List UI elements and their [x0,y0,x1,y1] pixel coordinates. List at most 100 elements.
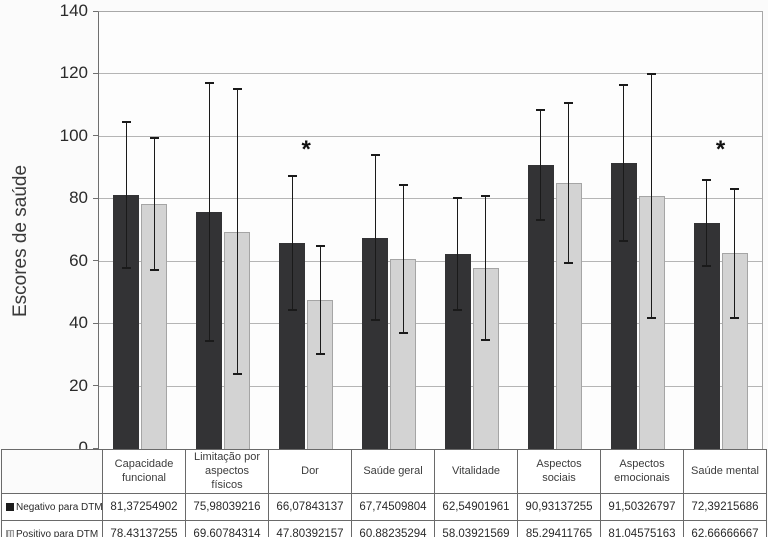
error-bar-line [485,197,487,339]
gridline-20 [99,385,762,387]
bar-positivo-para-dtm-aspectos-emocionais [638,72,665,449]
value-cell-positivo-para-dtm-saude-geral: 60,88235294 [351,520,435,537]
category-header-capacidade-funcional: Capacidade funcional [102,448,186,495]
bar-negativo-para-dtm-capacidade-funcional [113,121,140,449]
category-header-saude-mental: Saúde mental [683,448,767,495]
value-cell-negativo-para-dtm-limitacao-por-aspectos-fisicos: 75,98039216 [185,493,269,522]
significance-asterisk: * [715,136,726,163]
table-header: Capacidade funcional Limitação por aspect… [1,448,767,495]
bar-negativo-para-dtm-vitalidade [444,196,471,449]
legend-label: Positivo para DTM [16,528,99,537]
table-corner-cell [1,448,103,495]
value-cell-negativo-para-dtm-capacidade-funcional: 81,37254902 [102,493,186,522]
gridline-80 [99,198,762,200]
significance-asterisk: * [301,136,311,163]
category-header-aspectos-sociais: Aspectos sociais [517,448,601,495]
y-tick-label-0: 0 [78,438,88,457]
error-bar-line [291,176,293,309]
error-bar [121,121,131,269]
error-bar [149,137,159,272]
bar-positivo-para-dtm-limitacao-por-aspectos-fisicos [224,88,251,449]
error-bar-line [153,139,155,270]
error-bar [536,109,546,222]
error-bar-line [236,90,238,373]
error-bar-line [651,74,653,318]
bar-group-aspectos-sociais [513,12,596,449]
bar-group-dor: * [265,12,348,449]
bar-negativo-para-dtm-aspectos-emocionais [610,84,637,449]
bar-negativo-para-dtm-saude-mental [693,178,720,449]
error-bar-line [125,123,127,267]
bar-positivo-para-dtm-capacidade-funcional [141,137,168,449]
error-bar [453,196,463,311]
bar-group-vitalidade [431,12,514,449]
value-cell-positivo-para-dtm-saude-mental: 62,66666667 [683,520,767,537]
legend-cell-positivo-para-dtm: Positivo para DTM [1,520,103,537]
bar-groups: * * [99,12,762,449]
category-header-aspectos-emocionais: Aspectos emocionais [600,448,684,495]
gridline-60 [99,260,762,262]
category-header-limitacao-por-aspectos-fisicos: Limitação por aspectos físicos [185,448,269,495]
error-bar-line [734,190,736,317]
value-cell-positivo-para-dtm-vitalidade: 58,03921569 [434,520,518,537]
y-tick-mark-140 [93,10,98,12]
error-bar [398,183,408,335]
value-cell-negativo-para-dtm-dor: 66,07843137 [268,493,352,522]
error-bar [287,174,297,311]
bar-positivo-para-dtm-aspectos-sociais [555,101,582,449]
value-cell-positivo-para-dtm-capacidade-funcional: 78,43137255 [102,520,186,537]
y-axis: 0 20 40 60 80 100 120 140 [0,0,98,460]
error-bar [315,244,325,356]
bar-positivo-para-dtm-saude-geral [390,183,417,449]
bar-positivo-para-dtm-saude-mental [721,188,748,449]
error-bar [619,84,629,243]
y-tick-label-20: 20 [69,375,88,395]
bar-negativo-para-dtm-saude-geral [362,154,389,449]
value-cell-negativo-para-dtm-vitalidade: 62,54901961 [434,493,518,522]
legend-cell-negativo-para-dtm: Negativo para DTM [1,493,103,522]
bar-positivo-para-dtm-vitalidade [472,195,499,449]
bar-group-saude-mental: * [679,12,762,449]
value-cell-negativo-para-dtm-saude-geral: 67,74509804 [351,493,435,522]
bar-negativo-para-dtm-aspectos-sociais [527,109,554,449]
category-header-vitalidade: Vitalidade [434,448,518,495]
error-bar-line [540,111,542,220]
bar-negativo-para-dtm-dor [279,174,306,449]
error-bar [564,101,574,264]
value-cell-positivo-para-dtm-aspectos-emocionais: 81,04575163 [600,520,684,537]
data-table: Capacidade funcional Limitação por aspect… [1,448,767,537]
error-bar [204,82,214,342]
error-bar [370,154,380,321]
y-tick-mark-40 [93,322,98,324]
y-tick-mark-80 [93,197,98,199]
legend-label: Negativo para DTM [16,501,103,513]
plot-area: * * [98,11,763,450]
error-bar-line [208,84,210,340]
bar-group-aspectos-emocionais [596,12,679,449]
table-row-positivo-para-dtm: Positivo para DTM 78,43137255 69,60784314 4… [1,520,767,537]
y-tick-label-120: 120 [59,63,88,83]
error-bar-line [623,86,625,241]
table-body: Negativo para DTM 81,37254902 75,98039216 6… [1,493,767,537]
value-cell-negativo-para-dtm-aspectos-emocionais: 91,50326797 [600,493,684,522]
y-tick-mark-0 [93,447,98,449]
value-cell-negativo-para-dtm-saude-mental: 72,39215686 [683,493,767,522]
bar-positivo-para-dtm-dor [307,244,334,449]
negativo-swatch-icon [6,502,14,511]
error-bar [702,178,712,268]
y-tick-label-140: 140 [59,1,88,20]
category-header-saude-geral: Saúde geral [351,448,435,495]
value-cell-negativo-para-dtm-aspectos-sociais: 90,93137255 [517,493,601,522]
error-bar-line [402,185,404,333]
error-bar [730,188,740,319]
y-tick-mark-20 [93,385,98,387]
bar-group-limitacao-por-aspectos-fisicos [182,12,265,449]
bar-negativo-para-dtm-limitacao-por-aspectos-fisicos [196,82,223,449]
value-cell-positivo-para-dtm-limitacao-por-aspectos-fisicos: 69,60784314 [185,520,269,537]
y-tick-label-80: 80 [69,188,88,208]
bar-group-capacidade-funcional [99,12,182,449]
y-tick-mark-100 [93,135,98,137]
gridline-40 [99,323,762,325]
value-cell-positivo-para-dtm-aspectos-sociais: 85,29411765 [517,520,601,537]
error-bar-line [374,156,376,319]
